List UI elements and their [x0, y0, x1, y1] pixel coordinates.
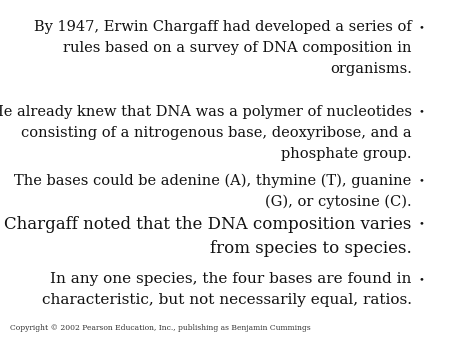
Text: from species to species.: from species to species. — [210, 240, 412, 257]
Text: •: • — [418, 23, 424, 32]
Text: Copyright © 2002 Pearson Education, Inc., publishing as Benjamin Cummings: Copyright © 2002 Pearson Education, Inc.… — [10, 324, 310, 332]
Text: He already knew that DNA was a polymer of nucleotides: He already knew that DNA was a polymer o… — [0, 105, 412, 119]
Text: •: • — [418, 219, 424, 228]
Text: organisms.: organisms. — [330, 62, 412, 76]
Text: The bases could be adenine (A), thymine (T), guanine: The bases could be adenine (A), thymine … — [14, 174, 412, 189]
Text: characteristic, but not necessarily equal, ratios.: characteristic, but not necessarily equa… — [42, 293, 412, 307]
Text: •: • — [418, 177, 424, 186]
Text: By 1947, Erwin Chargaff had developed a series of: By 1947, Erwin Chargaff had developed a … — [34, 20, 412, 34]
Text: In any one species, the four bases are found in: In any one species, the four bases are f… — [50, 272, 412, 286]
Text: •: • — [418, 275, 424, 284]
Text: rules based on a survey of DNA composition in: rules based on a survey of DNA compositi… — [63, 41, 412, 55]
Text: phosphate group.: phosphate group. — [281, 147, 412, 161]
Text: consisting of a nitrogenous base, deoxyribose, and a: consisting of a nitrogenous base, deoxyr… — [21, 126, 412, 140]
Text: (G), or cytosine (C).: (G), or cytosine (C). — [265, 195, 412, 210]
Text: •: • — [418, 107, 424, 117]
Text: Chargaff noted that the DNA composition varies: Chargaff noted that the DNA composition … — [4, 216, 412, 233]
